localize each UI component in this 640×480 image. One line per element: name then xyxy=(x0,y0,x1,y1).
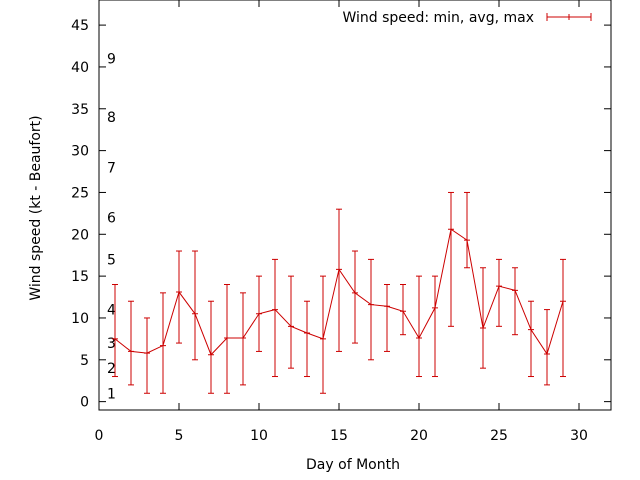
data-point xyxy=(160,342,166,349)
plot-frame xyxy=(98,0,612,411)
x-tick-label: 25 xyxy=(490,428,508,444)
beaufort-label: 2 xyxy=(107,361,116,377)
y-tick-label: 15 xyxy=(71,269,89,285)
legend-marker xyxy=(566,14,572,20)
data-point xyxy=(528,326,534,333)
data-point xyxy=(368,301,374,308)
beaufort-label: 5 xyxy=(107,252,116,268)
x-tick-label: 30 xyxy=(570,428,588,444)
data-point xyxy=(192,310,198,317)
data-point xyxy=(448,226,454,233)
data-point xyxy=(352,289,358,296)
legend: Wind speed: min, avg, max xyxy=(342,10,592,26)
legend-swatch xyxy=(546,13,592,21)
beaufort-label: 9 xyxy=(107,52,116,68)
data-point xyxy=(416,335,422,342)
data-point xyxy=(256,310,262,317)
beaufort-label: 6 xyxy=(107,211,116,227)
data-point xyxy=(176,289,182,296)
data-point xyxy=(400,308,406,315)
series-group xyxy=(112,191,566,394)
data-point xyxy=(288,323,294,330)
data-point xyxy=(544,350,550,357)
x-tick-label: 15 xyxy=(330,428,348,444)
data-point xyxy=(480,325,486,331)
data-point xyxy=(208,351,214,358)
data-point xyxy=(272,306,278,313)
beaufort-label: 4 xyxy=(107,303,116,319)
data-point xyxy=(512,287,518,294)
data-point xyxy=(128,348,134,355)
beaufort-label: 8 xyxy=(107,110,116,126)
y-tick-label: 0 xyxy=(80,395,89,411)
x-tick-label: 5 xyxy=(175,428,184,444)
data-point xyxy=(224,335,230,342)
x-axis-label: Day of Month xyxy=(306,457,400,473)
y-tick-label: 25 xyxy=(71,185,89,201)
data-point xyxy=(432,304,438,311)
beaufort-scale-labels: 1 2 3 4 5 6 7 8 9 xyxy=(107,52,116,403)
data-point xyxy=(336,266,342,273)
x-tick-label: 0 xyxy=(95,428,104,444)
y-tick-label: 35 xyxy=(71,102,89,118)
y-tick-label: 20 xyxy=(71,227,89,243)
y-tick-label: 30 xyxy=(71,144,89,160)
x-axis: 0 5 10 15 20 25 30 xyxy=(95,0,588,444)
y-tick-label: 10 xyxy=(71,311,89,327)
y-tick-label: 45 xyxy=(71,18,89,34)
beaufort-label: 1 xyxy=(107,386,116,402)
data-point xyxy=(304,330,310,337)
y-tick-label: 40 xyxy=(71,60,89,76)
data-point xyxy=(320,335,326,342)
data-point xyxy=(560,298,566,305)
x-tick-label: 10 xyxy=(250,428,268,444)
data-point xyxy=(240,335,246,342)
beaufort-label: 3 xyxy=(107,336,116,352)
data-point xyxy=(112,335,118,342)
legend-label: Wind speed: min, avg, max xyxy=(342,10,534,26)
x-tick-label: 20 xyxy=(410,428,428,444)
data-point xyxy=(144,350,150,357)
data-point xyxy=(384,303,390,310)
beaufort-label: 7 xyxy=(107,160,116,176)
data-point xyxy=(496,283,502,290)
y-axis-label: Wind speed (kt - Beaufort) xyxy=(28,115,44,300)
data-point xyxy=(464,237,470,244)
y-tick-label: 5 xyxy=(80,353,89,369)
